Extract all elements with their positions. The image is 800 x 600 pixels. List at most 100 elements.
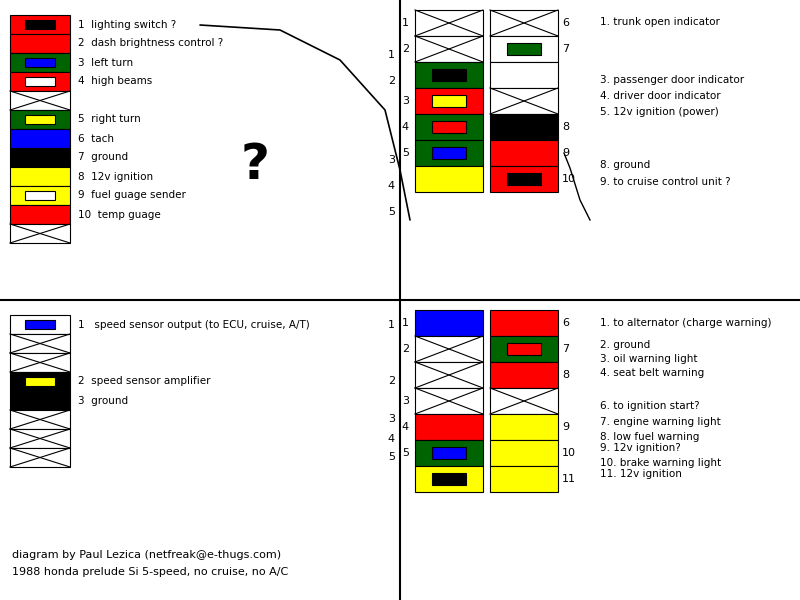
Text: 4: 4 xyxy=(402,422,409,432)
Text: 10: 10 xyxy=(562,174,576,184)
Bar xyxy=(415,88,483,114)
Text: 9. to cruise control unit ?: 9. to cruise control unit ? xyxy=(600,177,730,187)
Bar xyxy=(490,140,558,166)
Text: 3  ground: 3 ground xyxy=(78,395,128,406)
Bar xyxy=(10,353,70,372)
Text: 4. driver door indicator: 4. driver door indicator xyxy=(600,91,721,101)
Text: 2  speed sensor amplifier: 2 speed sensor amplifier xyxy=(78,377,210,386)
Text: 8. ground: 8. ground xyxy=(600,160,650,170)
Text: 3. oil warning light: 3. oil warning light xyxy=(600,354,698,364)
Text: 1: 1 xyxy=(388,50,395,60)
Bar xyxy=(10,148,70,167)
Text: 4: 4 xyxy=(388,181,395,191)
Bar xyxy=(415,62,483,88)
Text: 3: 3 xyxy=(402,96,409,106)
Bar xyxy=(432,69,466,81)
Text: 2: 2 xyxy=(388,377,395,386)
Bar xyxy=(25,20,55,29)
Bar xyxy=(10,315,70,334)
Text: 4  high beams: 4 high beams xyxy=(78,76,152,86)
Text: 10. brake warning light: 10. brake warning light xyxy=(600,458,721,468)
Bar xyxy=(490,62,558,88)
Text: 1: 1 xyxy=(402,318,409,328)
Text: 3: 3 xyxy=(402,396,409,406)
Bar xyxy=(415,414,483,440)
Text: 2: 2 xyxy=(402,44,409,54)
Bar xyxy=(490,388,558,414)
Text: 6  tach: 6 tach xyxy=(78,133,114,143)
Text: 5: 5 xyxy=(402,148,409,158)
Bar xyxy=(415,388,483,414)
Bar xyxy=(415,10,483,36)
Text: 8: 8 xyxy=(562,370,569,380)
Bar xyxy=(415,362,483,388)
Bar xyxy=(10,53,70,72)
Text: 3: 3 xyxy=(388,155,395,165)
Text: 11: 11 xyxy=(562,474,576,484)
Text: 1  lighting switch ?: 1 lighting switch ? xyxy=(78,19,176,29)
Bar xyxy=(10,15,70,34)
Bar xyxy=(432,447,466,459)
Bar xyxy=(432,95,466,107)
Bar xyxy=(490,36,558,62)
Text: 9: 9 xyxy=(562,148,569,158)
Text: 11. 12v ignition: 11. 12v ignition xyxy=(600,469,682,479)
Bar xyxy=(10,91,70,110)
Text: 9: 9 xyxy=(562,422,569,432)
Bar xyxy=(10,429,70,448)
Bar xyxy=(490,166,558,192)
Text: 3. passenger door indicator: 3. passenger door indicator xyxy=(600,75,744,85)
Text: 9. 12v ignition?: 9. 12v ignition? xyxy=(600,443,681,453)
Bar xyxy=(10,167,70,186)
Bar xyxy=(25,377,55,386)
Bar xyxy=(10,34,70,53)
Bar xyxy=(432,473,466,485)
Bar xyxy=(10,410,70,429)
Bar xyxy=(415,140,483,166)
Text: 5: 5 xyxy=(402,448,409,458)
Bar xyxy=(25,191,55,200)
Bar xyxy=(415,336,483,362)
Bar xyxy=(415,440,483,466)
Bar xyxy=(490,88,558,114)
Text: 8. low fuel warning: 8. low fuel warning xyxy=(600,432,699,442)
Bar xyxy=(10,391,70,410)
Bar xyxy=(415,310,483,336)
Bar xyxy=(10,224,70,243)
Text: 1. to alternator (charge warning): 1. to alternator (charge warning) xyxy=(600,318,771,328)
Bar xyxy=(25,58,55,67)
Text: 3  left turn: 3 left turn xyxy=(78,58,133,67)
Bar xyxy=(490,414,558,440)
Bar xyxy=(415,36,483,62)
Text: 4: 4 xyxy=(388,433,395,443)
Bar xyxy=(10,372,70,391)
Text: 6: 6 xyxy=(562,18,569,28)
Bar xyxy=(10,205,70,224)
Text: 1988 honda prelude Si 5-speed, no cruise, no A/C: 1988 honda prelude Si 5-speed, no cruise… xyxy=(12,567,288,577)
Text: 10  temp guage: 10 temp guage xyxy=(78,209,161,220)
Bar xyxy=(507,173,541,185)
Bar xyxy=(25,320,55,329)
Bar xyxy=(490,362,558,388)
Text: 5: 5 xyxy=(388,207,395,217)
Bar xyxy=(490,440,558,466)
Bar xyxy=(415,166,483,192)
Bar xyxy=(10,334,70,353)
Text: 5: 5 xyxy=(388,452,395,463)
Bar xyxy=(432,121,466,133)
Text: 5  right turn: 5 right turn xyxy=(78,115,141,124)
Bar xyxy=(490,466,558,492)
Bar xyxy=(490,114,558,140)
Text: 8: 8 xyxy=(562,122,569,132)
Bar xyxy=(490,10,558,36)
Bar xyxy=(415,466,483,492)
Bar xyxy=(10,448,70,467)
Text: 1: 1 xyxy=(402,18,409,28)
Bar xyxy=(10,129,70,148)
Text: 2: 2 xyxy=(388,76,395,86)
Bar xyxy=(10,186,70,205)
Text: 1. trunk open indicator: 1. trunk open indicator xyxy=(600,17,720,27)
Text: 7: 7 xyxy=(562,344,569,354)
Text: 6: 6 xyxy=(562,318,569,328)
Bar xyxy=(10,110,70,129)
